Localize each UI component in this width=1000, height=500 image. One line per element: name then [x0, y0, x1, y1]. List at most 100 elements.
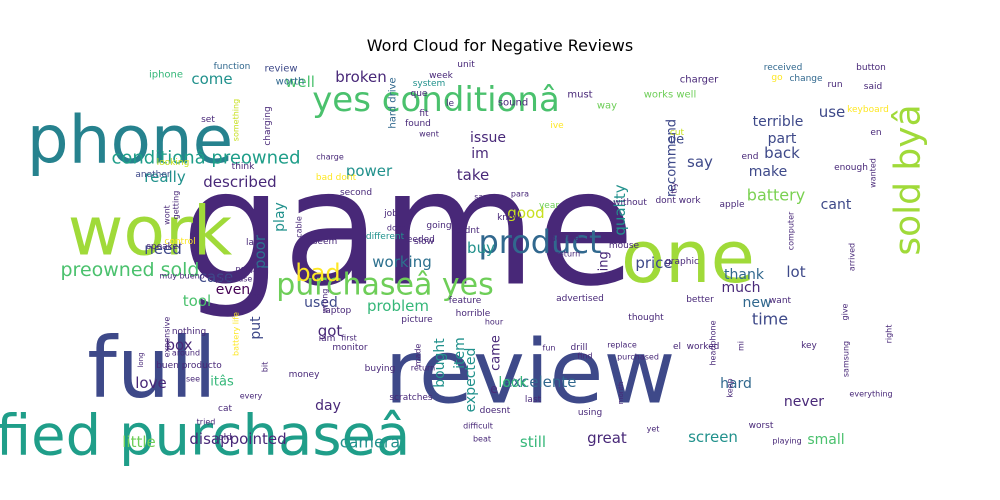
word-needed: needed: [401, 235, 435, 245]
word-purchase: purchase: [216, 275, 253, 284]
word-see: see: [186, 375, 200, 384]
word-playing: playing: [772, 437, 801, 446]
word-found: found: [405, 119, 431, 129]
word-thought: thought: [628, 313, 664, 323]
word-sold-by: sold byâ: [888, 104, 929, 255]
word-find: find: [577, 352, 592, 361]
word-tool: tool: [183, 292, 211, 310]
word-el: el: [673, 342, 681, 352]
word-doesnt: doesnt: [480, 406, 511, 416]
word-la: la: [246, 238, 254, 248]
word-something: something: [232, 99, 241, 141]
word-iam: iam: [319, 334, 336, 344]
word-end: end: [742, 152, 759, 162]
word-works-well: works well: [644, 90, 696, 101]
word-didnt: didnt: [456, 226, 480, 236]
word-slow: slow: [414, 237, 434, 247]
word-look: look: [498, 375, 528, 391]
word-picture: picture: [401, 315, 433, 325]
word-two: two: [586, 198, 603, 208]
word-apple: apple: [720, 200, 745, 210]
word-come: come: [191, 70, 232, 88]
word-quality: quality: [611, 184, 629, 235]
word-dont-work: dont work: [655, 196, 701, 206]
word-lot: lot: [786, 263, 805, 281]
word-even: even: [216, 282, 250, 298]
word-month: month: [617, 382, 625, 405]
word-review: review: [384, 321, 675, 424]
word-hard-drive: hard drive: [388, 77, 399, 128]
word-computer: computer: [787, 211, 796, 250]
word-worked: worked: [687, 342, 720, 352]
word-en: en: [870, 128, 881, 138]
word-scratches: scratches: [389, 393, 433, 403]
word-full: full: [87, 319, 217, 417]
word-good: good: [507, 204, 544, 222]
word-week: week: [429, 71, 453, 81]
word-work: work: [68, 193, 233, 272]
word-year: year: [539, 201, 559, 211]
word-sound: sound: [498, 98, 528, 109]
word-arrived: arrived: [848, 243, 857, 271]
word-wont: wont: [163, 205, 172, 225]
word-change: change: [789, 74, 823, 84]
word-hour: hour: [485, 318, 504, 327]
word-purchased: purchased: [617, 353, 659, 362]
word-game: game: [181, 135, 635, 322]
word-button: button: [856, 63, 886, 73]
word-battery-life: battery life: [232, 312, 241, 356]
word-use: use: [819, 103, 846, 121]
word-cant: cant: [821, 197, 852, 213]
word-really: really: [144, 168, 186, 186]
word-different: different: [366, 232, 405, 242]
word-go: go: [771, 73, 783, 83]
word-expensive: expensive: [163, 317, 172, 358]
word-bought: bought: [432, 338, 448, 388]
word-job: job: [383, 209, 398, 219]
word-try: try: [670, 182, 679, 193]
word-it-s: itâs: [210, 375, 234, 390]
word-make: make: [749, 164, 787, 180]
word-screen: screen: [688, 428, 738, 446]
word-think: think: [232, 162, 255, 172]
word-last: last: [525, 395, 542, 405]
word-using: using: [578, 408, 602, 418]
word-take: take: [457, 166, 489, 184]
word-recommend: recommend: [665, 119, 680, 197]
word-worst: worst: [749, 421, 774, 431]
word-received: received: [764, 63, 803, 73]
word-bit: bit: [261, 362, 270, 372]
word-great: great: [587, 429, 627, 447]
word-system: system: [413, 79, 446, 89]
word-laptop: laptop: [323, 306, 352, 316]
word-without: without: [613, 198, 647, 208]
word-battery: battery: [747, 186, 805, 205]
word-small: small: [807, 432, 844, 448]
word-condition-preowned: conditionâ preowned: [111, 148, 300, 169]
word-want: want: [769, 296, 792, 306]
word-le: le: [446, 99, 455, 109]
word-around: around: [172, 349, 200, 358]
word-unit: unit: [457, 60, 475, 70]
word-must: must: [567, 90, 592, 101]
word-enough: enough: [834, 163, 868, 173]
word-say: say: [687, 153, 713, 171]
word-everything: everything: [849, 390, 892, 399]
word-broken: broken: [335, 68, 386, 86]
word-saw: saw: [474, 193, 490, 202]
word-got: got: [318, 322, 343, 340]
word-made: made: [414, 344, 423, 367]
word-went: went: [419, 130, 439, 139]
word-feature: feature: [449, 296, 482, 306]
word-headphone: headphone: [709, 320, 718, 365]
word-hard: hard: [720, 376, 752, 392]
word-advertised: advertised: [556, 294, 604, 304]
word-wanted: wanted: [869, 158, 878, 188]
word-run: run: [827, 80, 842, 90]
word-day: day: [315, 398, 341, 414]
word-issue: issue: [470, 130, 506, 146]
word-verified-purchase: verified purchaseâ: [0, 404, 410, 469]
word-control: control: [164, 237, 195, 247]
chart-title: Word Cloud for Negative Reviews: [366, 36, 634, 55]
